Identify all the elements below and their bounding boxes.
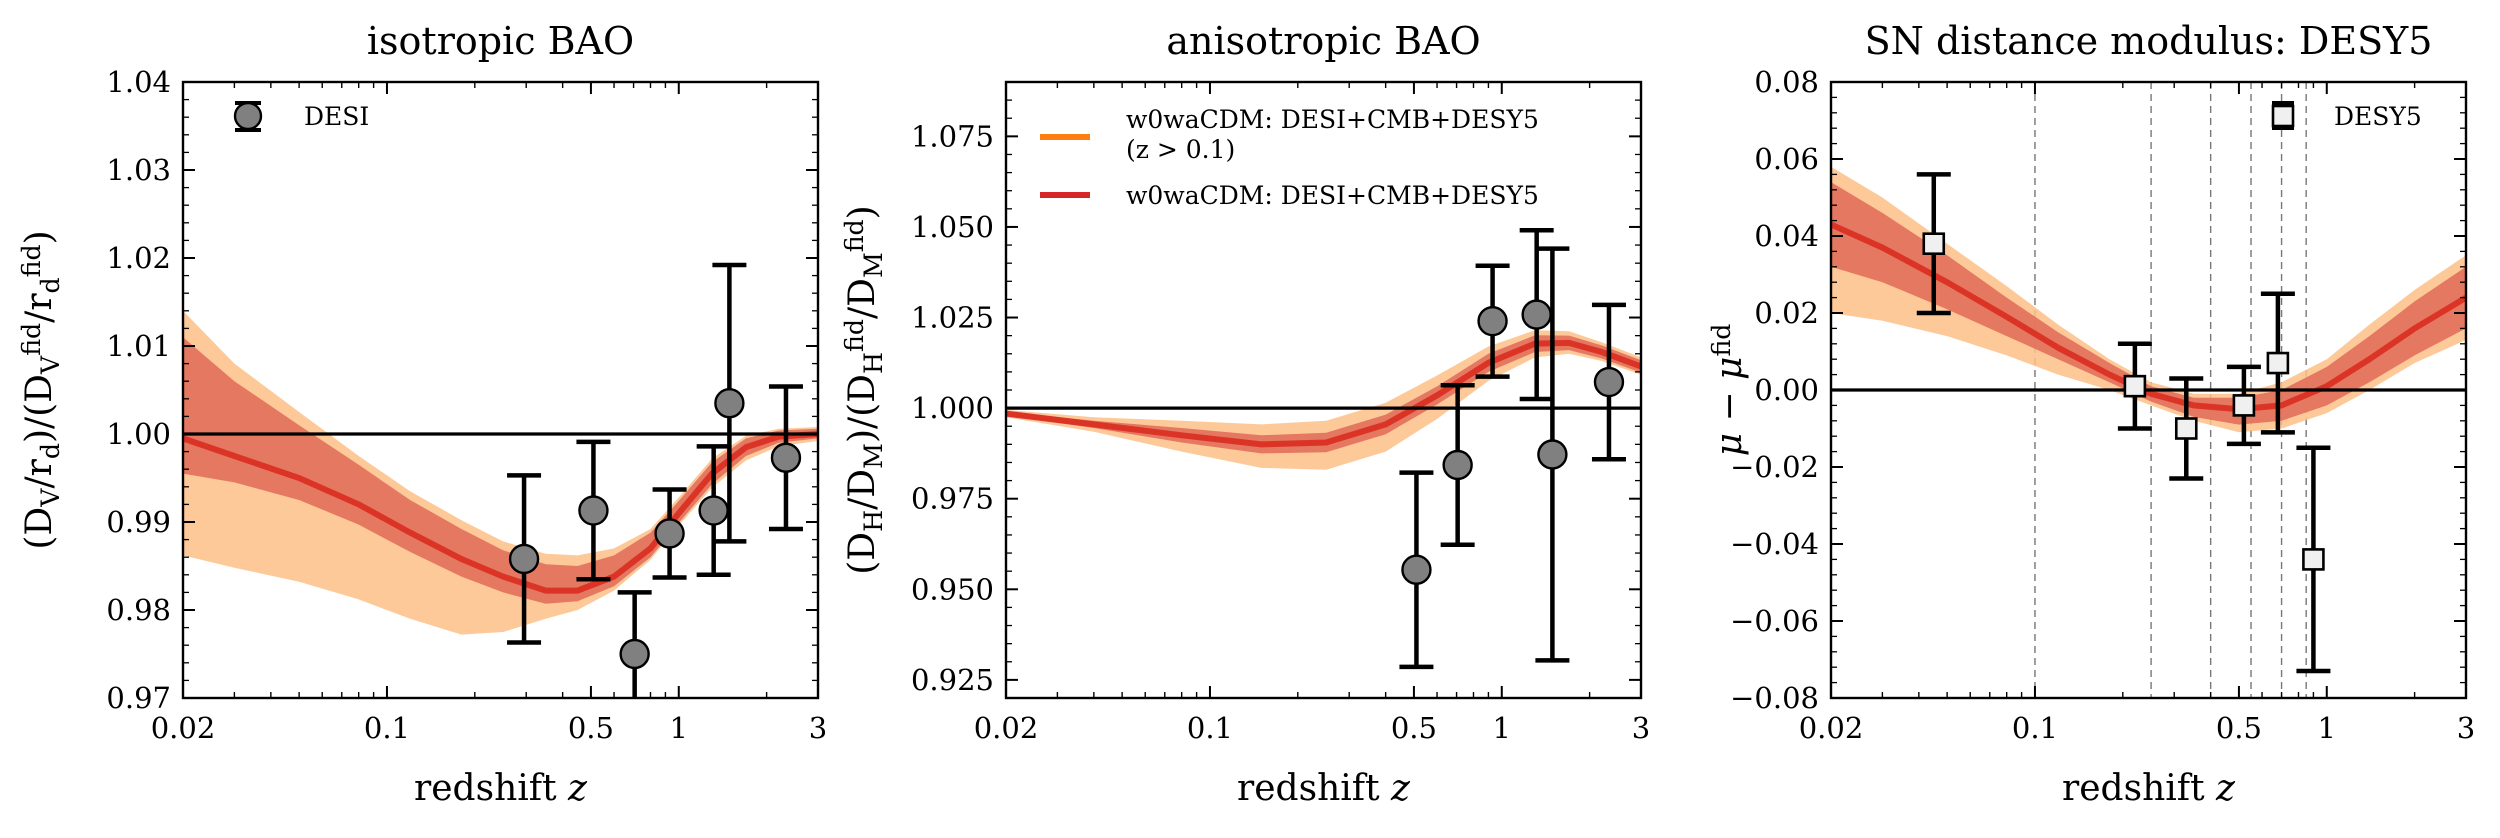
legend: DESY5 xyxy=(2271,101,2422,131)
data-point xyxy=(508,543,540,575)
orange-confidence-band xyxy=(183,310,818,635)
y-tick-label: 1.050 xyxy=(911,210,994,244)
x-tick-label: 0.1 xyxy=(364,711,410,745)
y-tick-label: 1.00 xyxy=(106,417,171,451)
y-axis-label: (DV/rd)/(DVfid/rdfid) xyxy=(17,230,65,549)
x-axis-label: redshift z xyxy=(1237,768,1411,809)
red-confidence-band xyxy=(1831,182,2466,425)
chart-title: isotropic BAO xyxy=(367,19,634,63)
data-point xyxy=(1537,439,1568,470)
x-tick-label: 3 xyxy=(2457,711,2475,745)
legend-label: (z > 0.1) xyxy=(1126,135,1235,164)
y-tick-label: 0.99 xyxy=(106,505,171,539)
y-tick-label: 1.025 xyxy=(911,301,994,335)
y-tick-label: −0.04 xyxy=(1730,527,1819,561)
data-point xyxy=(1442,449,1473,481)
x-axis-label: redshift z xyxy=(414,768,588,809)
y-tick-label: 0.925 xyxy=(911,663,994,697)
y-axis-label: (DH/DM)/(DHfid/DMfid) xyxy=(840,205,888,574)
red-model-line xyxy=(1831,221,2466,413)
x-tick-label: 1 xyxy=(1493,711,1511,745)
y-tick-label: 1.01 xyxy=(106,329,171,363)
x-tick-label: 0.1 xyxy=(2012,711,2058,745)
y-tick-label: 0.08 xyxy=(1754,65,1819,99)
plot-area xyxy=(183,262,818,698)
data-point xyxy=(2123,374,2147,398)
y-tick-label: 0.00 xyxy=(1754,373,1819,407)
data-point xyxy=(1521,299,1552,330)
panel-sn-distance-modulus: 0.02 0.1 0.5 1 3 −0.08 −0.06 −0.04 −0.02 0.00 0.02… xyxy=(1707,19,2475,809)
y-tick-label: −0.08 xyxy=(1730,681,1819,715)
x-tick-label: 0.1 xyxy=(1187,711,1233,745)
legend-label: DESY5 xyxy=(2334,102,2422,131)
legend-marker xyxy=(233,101,263,131)
x-tick-label: 3 xyxy=(809,711,827,745)
y-tick-label: 1.03 xyxy=(106,153,171,187)
axes-frame xyxy=(1004,80,1643,700)
data-point xyxy=(2266,351,2290,375)
data-point xyxy=(654,518,685,549)
x-tick-label: 1 xyxy=(670,711,688,745)
y-tick-label: 1.075 xyxy=(911,119,994,153)
data-point xyxy=(698,495,729,526)
y-tick-label: 0.950 xyxy=(911,572,994,606)
y-tick-label: 1.000 xyxy=(911,391,994,425)
legend: DESI xyxy=(233,101,369,132)
chart-title: SN distance modulus: DESY5 xyxy=(1865,19,2433,63)
y-tick-label: 0.04 xyxy=(1754,219,1819,253)
x-tick-label: 3 xyxy=(1632,711,1650,745)
x-tick-label: 0.02 xyxy=(974,711,1039,745)
panel-isotropic-bao: 0.02 0.1 0.5 1 3 0.97 0.98 0.99 1.00 1.01 1.02 1.03… xyxy=(17,19,827,809)
legend: w0waCDM: DESI+CMB+DESY5(z > 0.1)w0waCDM:… xyxy=(1040,105,1539,210)
legend-label: w0waCDM: DESI+CMB+DESY5 xyxy=(1126,105,1539,134)
x-axis-label: redshift z xyxy=(2062,768,2236,809)
data-point xyxy=(2174,417,2198,440)
data-point xyxy=(2232,394,2256,417)
x-tick-label: 0.5 xyxy=(1391,711,1437,745)
x-tick-label: 0.5 xyxy=(2216,711,2262,745)
y-tick-label: −0.06 xyxy=(1730,604,1819,638)
legend-label: w0waCDM: DESI+CMB+DESY5 xyxy=(1126,181,1539,210)
y-tick-label: 0.975 xyxy=(911,482,994,516)
data-point xyxy=(619,638,650,670)
x-tick-label: 0.02 xyxy=(151,711,216,745)
y-axis-label: μ − μfid xyxy=(1707,324,1750,457)
data-point xyxy=(1477,305,1508,337)
y-tick-label: 1.04 xyxy=(106,65,171,99)
data-point xyxy=(1401,554,1432,585)
panel-anisotropic-bao: 0.02 0.1 0.5 1 3 0.925 0.950 0.975 1.000 1.025 1.0… xyxy=(840,19,1650,809)
chart-title: anisotropic BAO xyxy=(1166,19,1480,63)
x-tick-label: 0.02 xyxy=(1799,711,1864,745)
data-point xyxy=(2302,548,2325,571)
plot-area xyxy=(1006,227,1641,670)
legend-marker xyxy=(2271,104,2295,128)
red-model-line xyxy=(1006,339,1641,448)
plot-area xyxy=(1831,82,2466,698)
data-point xyxy=(770,442,802,473)
axes-frame xyxy=(181,80,820,700)
legend-label: DESI xyxy=(304,102,369,131)
data-point xyxy=(578,495,609,526)
y-tick-label: 0.02 xyxy=(1754,296,1819,330)
data-point xyxy=(714,388,745,419)
y-tick-label: −0.02 xyxy=(1730,450,1819,484)
y-tick-label: 1.02 xyxy=(106,241,171,275)
y-tick-label: 0.98 xyxy=(106,593,171,627)
y-tick-label: 0.97 xyxy=(106,681,171,715)
x-tick-label: 1 xyxy=(2318,711,2336,745)
data-point xyxy=(1593,366,1625,398)
data-point xyxy=(1922,232,1946,255)
y-tick-label: 0.06 xyxy=(1754,142,1819,176)
x-tick-label: 0.5 xyxy=(568,711,614,745)
